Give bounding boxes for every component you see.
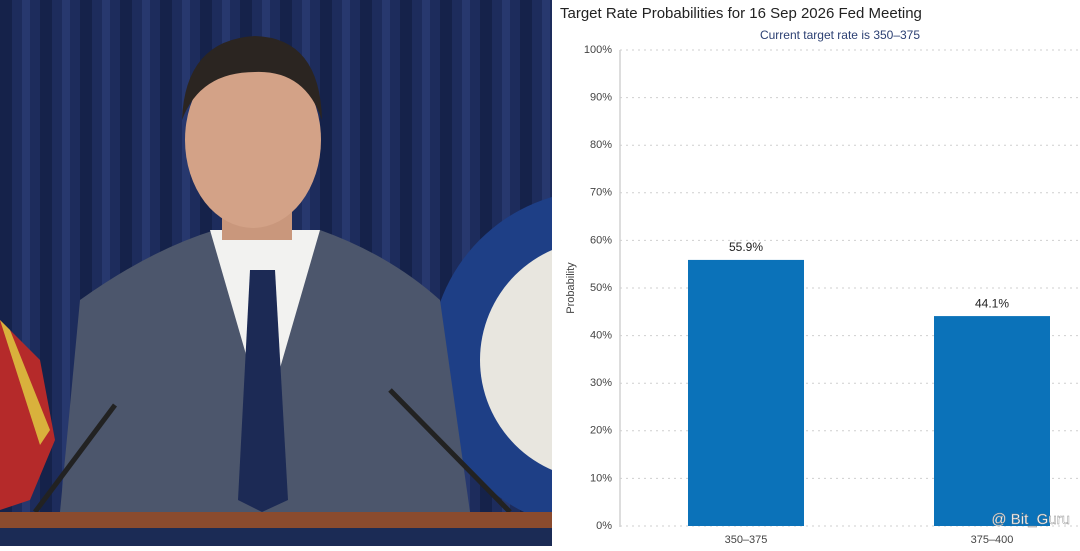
y-tick-label: 100%: [584, 44, 612, 56]
chart-subtitle: Current target rate is 350–375: [760, 28, 920, 42]
y-axis-label: Probability: [565, 262, 577, 314]
chart-title: Target Rate Probabilities for 16 Sep 202…: [560, 5, 922, 22]
watermark: @ Bit_Guru: [991, 511, 1070, 528]
y-tick-label: 0%: [596, 520, 612, 532]
tie: [238, 270, 288, 512]
y-tick-label: 70%: [590, 187, 612, 199]
y-tick-label: 30%: [590, 377, 612, 389]
podium-front: [0, 528, 552, 546]
y-tick-label: 60%: [590, 234, 612, 246]
y-tick-label: 80%: [590, 139, 612, 151]
y-tick-label: 90%: [590, 92, 612, 104]
x-tick-label: 350–375: [725, 534, 768, 546]
microphone: [32, 403, 118, 514]
microphone: [388, 388, 512, 514]
face: [185, 52, 321, 228]
y-tick-label: 40%: [590, 330, 612, 342]
x-tick-label: 375–400: [971, 534, 1014, 546]
value-label: 55.9%: [729, 240, 763, 254]
bar: [934, 316, 1050, 526]
y-tick-label: 10%: [590, 472, 612, 484]
photo: [0, 0, 770, 546]
y-tick-label: 50%: [590, 282, 612, 294]
flag: [0, 320, 55, 510]
flag-fringe: [0, 320, 50, 445]
hair: [182, 36, 322, 120]
bar: [688, 259, 804, 526]
y-tick-label: 20%: [590, 425, 612, 437]
value-label: 44.1%: [975, 296, 1009, 310]
